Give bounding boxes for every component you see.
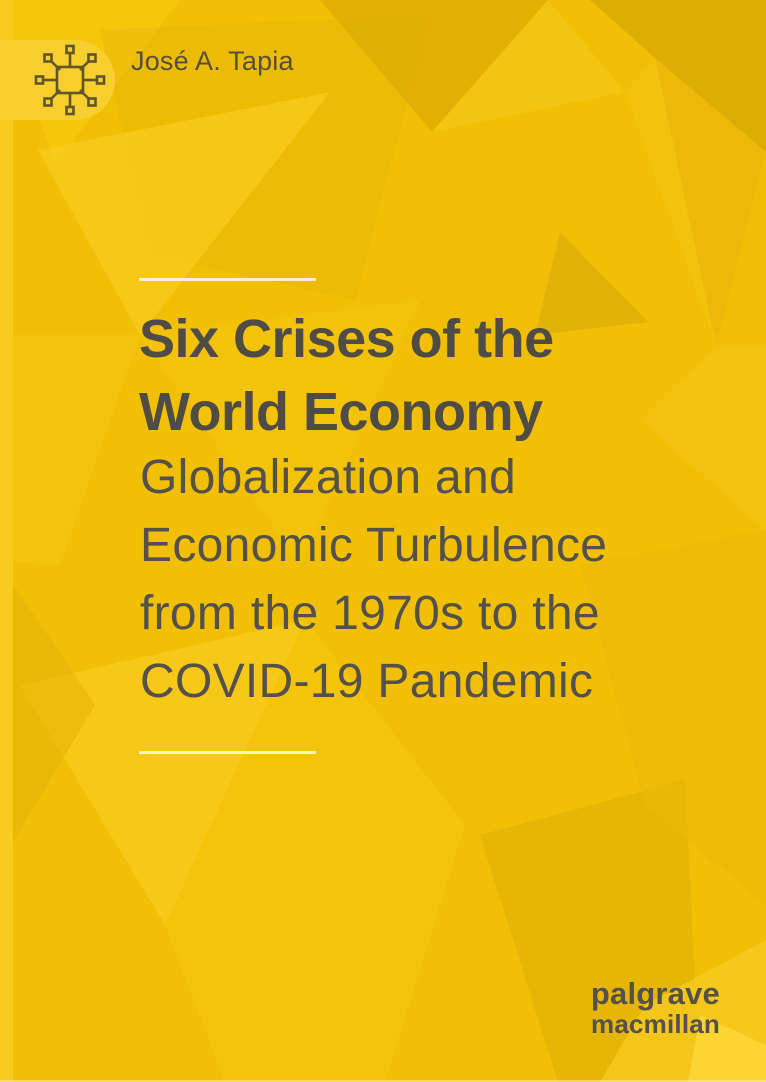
bottom-edge-highlight: [0, 1080, 766, 1082]
publisher-palgrave: palgrave: [590, 976, 720, 1011]
publisher-macmillan: macmillan: [591, 1009, 720, 1039]
publisher-wordmark: palgrave macmillan: [590, 976, 720, 1039]
palgrave-p-badge: [0, 40, 115, 120]
book-subtitle: Globalization and Economic Turbulence fr…: [140, 451, 608, 708]
title-rule-top: [139, 278, 316, 281]
palgrave-molecule-icon: [34, 44, 106, 116]
author-name: José A. Tapia: [131, 46, 294, 76]
title-rule-bottom: [139, 751, 316, 754]
book-title: Six Crises of the World Economy: [139, 309, 554, 442]
palgrave-p-stem: [0, 0, 13, 1082]
